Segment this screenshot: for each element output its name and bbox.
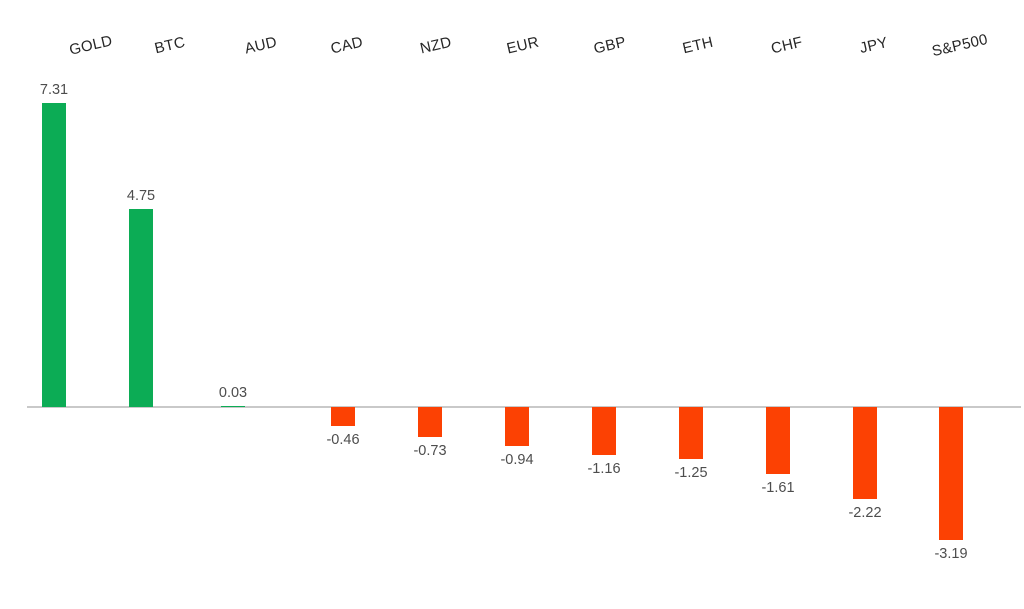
bar xyxy=(221,406,245,407)
value-label: -0.46 xyxy=(326,432,360,448)
bar xyxy=(939,407,963,540)
bar xyxy=(592,407,616,455)
bar xyxy=(331,407,355,426)
category-label: S&P500 xyxy=(930,30,990,61)
value-label: -3.19 xyxy=(934,546,968,562)
category-label: GBP xyxy=(592,33,628,58)
value-label: 0.03 xyxy=(218,385,248,401)
category-label: ETH xyxy=(680,33,715,58)
bar xyxy=(505,407,529,446)
value-label: -1.16 xyxy=(587,461,621,477)
category-label: NZD xyxy=(418,33,454,58)
value-label: -1.61 xyxy=(761,480,795,496)
bar xyxy=(853,407,877,499)
category-label: CHF xyxy=(769,33,805,58)
category-label: JPY xyxy=(858,34,890,57)
bar xyxy=(129,209,153,407)
category-label: AUD xyxy=(243,33,279,58)
value-label: -1.25 xyxy=(674,465,708,481)
category-label: CAD xyxy=(329,33,365,58)
value-label: 7.31 xyxy=(39,82,69,98)
value-label: 4.75 xyxy=(126,188,156,204)
value-label: -0.94 xyxy=(500,452,534,468)
bar xyxy=(418,407,442,437)
bar xyxy=(766,407,790,474)
bar xyxy=(679,407,703,459)
value-label: -2.22 xyxy=(848,505,882,521)
value-label: -0.73 xyxy=(413,443,447,459)
bar xyxy=(42,103,66,407)
category-label: EUR xyxy=(505,33,541,58)
